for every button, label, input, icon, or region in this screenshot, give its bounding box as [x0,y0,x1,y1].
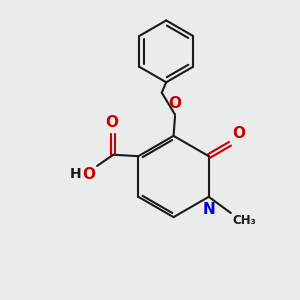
Text: O: O [83,167,96,182]
Text: O: O [232,127,245,142]
Text: H: H [69,167,81,182]
Text: O: O [105,115,119,130]
Text: N: N [202,202,215,217]
Text: CH₃: CH₃ [232,214,256,227]
Text: O: O [169,96,182,111]
